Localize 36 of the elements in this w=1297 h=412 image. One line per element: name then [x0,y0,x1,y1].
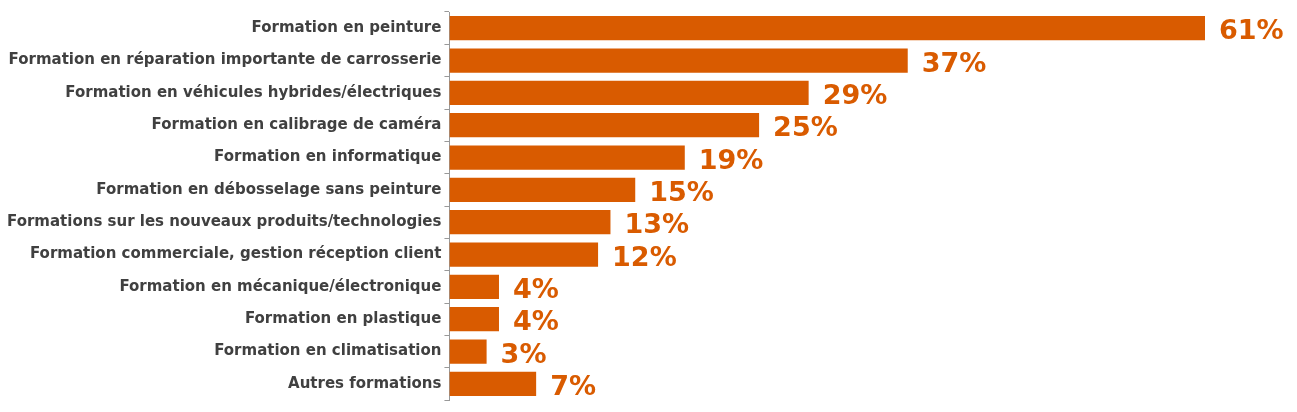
y-tick-label: Formation en débosselage sans peinture [96,179,442,198]
data-label: 4% [512,272,559,304]
data-label: 19% [698,143,764,175]
data-label: 61% [1219,14,1284,46]
y-tick-label: Formation en calibrage de caméra [151,115,442,134]
bar [449,177,636,202]
y-tick-label: Formation en climatisation [214,341,442,360]
y-tick-label: Formation en mécanique/électronique [119,276,442,295]
bar [449,371,537,396]
bar [449,242,599,267]
y-tick-label: Formations sur les nouveaux produits/technologies [6,212,442,231]
bar [449,210,611,235]
bar [449,307,499,332]
y-tick-label: Formation en véhicules hybrides/électriques [65,82,442,101]
bar [449,274,499,299]
y-tick-label: Formation en réparation importante de carrosserie [8,50,442,69]
bar [449,16,1205,41]
bar [449,145,685,170]
data-label: 15% [649,175,714,207]
data-label: 4% [512,305,559,337]
bar [449,339,487,364]
bar [449,113,760,138]
data-label: 3% [500,337,547,369]
data-label: 7% [550,369,596,401]
data-label: 13% [624,208,690,240]
bar [449,48,908,73]
data-label: 25% [773,111,838,143]
y-tick-label: Formation en informatique [214,147,442,166]
bar [449,80,809,105]
data-label: 37% [921,46,987,78]
data-label: 12% [612,240,677,272]
y-tick-label: Formation en plastique [244,309,442,328]
data-label: 29% [822,78,888,110]
y-tick-label: Formation en peinture [251,18,442,37]
y-tick-label: Formation commerciale, gestion réception client [29,244,442,263]
y-tick-label: Autres formations [288,373,442,392]
